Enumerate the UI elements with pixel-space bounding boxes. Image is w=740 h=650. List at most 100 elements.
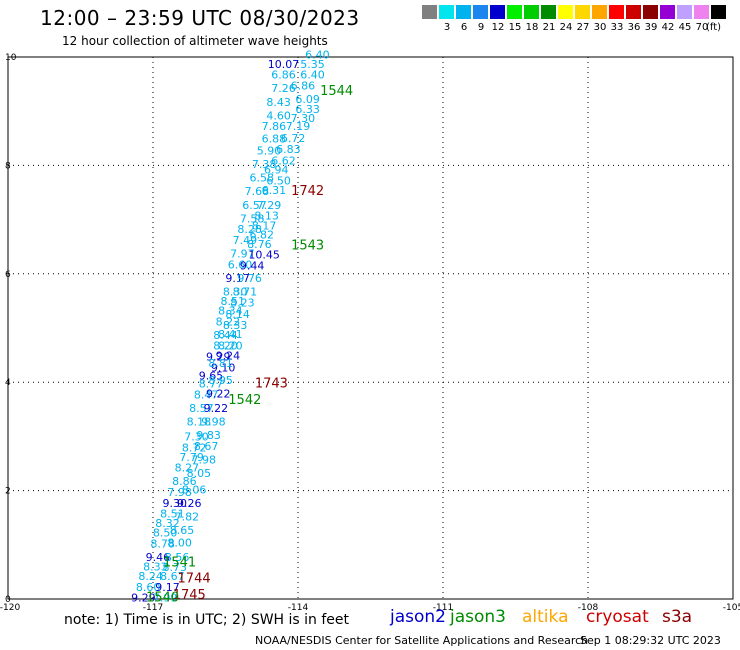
- wave-height-label: 7.29: [257, 199, 282, 212]
- wave-height-label: 8.06: [182, 483, 207, 496]
- wave-height-label: 6.50: [266, 174, 291, 187]
- wave-height-label: 8.14: [225, 308, 250, 321]
- satellite-legend-jason3: jason3: [450, 607, 506, 627]
- wave-height-label: 8.73: [163, 561, 188, 574]
- scale-swatch: [592, 5, 607, 19]
- wave-height-label: 7.98: [167, 486, 192, 499]
- wave-height-label: 6.82: [250, 229, 275, 242]
- wave-height-label: 9.76: [237, 272, 262, 285]
- scale-swatch: [558, 5, 573, 19]
- wave-height-label: 9.17: [155, 581, 180, 594]
- scale-label: 27: [576, 22, 590, 33]
- satellite-legend-cryosat: cryosat: [586, 607, 649, 627]
- wave-height-label: 7.30: [184, 431, 209, 444]
- wave-height-label: 8.56: [165, 551, 190, 564]
- scale-swatch: [609, 5, 624, 19]
- scale-swatch: [473, 5, 488, 19]
- y-tick-label: 6: [5, 270, 11, 280]
- wave-height-label: 6.62: [271, 154, 296, 167]
- scale-swatch: [541, 5, 556, 19]
- scale-swatch: [456, 5, 471, 19]
- scale-label: 15: [508, 22, 522, 33]
- wave-height-label: 7.82: [175, 510, 200, 523]
- scale-swatch: [711, 5, 726, 19]
- wave-height-label: 8.43: [266, 96, 291, 109]
- wave-height-label: 9.10: [211, 361, 236, 374]
- scale-label: 30: [593, 22, 607, 33]
- pass-time-label: 1744: [178, 572, 211, 587]
- scale-swatch: [439, 5, 454, 19]
- wave-height-label: 8.78: [150, 538, 175, 551]
- wave-height-label: 8.76: [247, 238, 272, 251]
- wave-height-label: 8.57: [189, 402, 214, 415]
- x-tick-label: -114: [288, 603, 309, 613]
- credit-line: NOAA/NESDIS Center for Satellite Applica…: [255, 634, 589, 647]
- wave-height-label: 8.72: [182, 442, 207, 455]
- wave-height-label: 8.18: [187, 416, 212, 429]
- scale-label: 12: [491, 22, 505, 33]
- wave-height-label: 6.83: [276, 143, 301, 156]
- wave-height-label: 7.38: [252, 158, 277, 171]
- pass-time-label: 1543: [291, 238, 324, 253]
- wave-height-label: 7.19: [286, 120, 311, 133]
- wave-height-label: 8.41: [218, 328, 243, 341]
- wave-height-label: 8.05: [187, 467, 212, 480]
- wave-height-label: 8.33: [143, 560, 168, 573]
- wave-height-label: 8.50: [153, 527, 178, 540]
- wave-height-label: 8.24: [138, 570, 163, 583]
- wave-height-label: 6.40: [305, 49, 330, 62]
- wave-height-label: 6.86: [291, 80, 316, 93]
- pass-time-label: 1544: [320, 84, 353, 99]
- wave-height-label: 8.51: [160, 508, 185, 521]
- pass-time-label: 1541: [163, 555, 196, 570]
- wave-height-label: 9.30: [163, 497, 188, 510]
- wave-height-label: 9.29: [131, 592, 156, 605]
- wave-height-label: 9.65: [199, 369, 224, 382]
- wave-height-label: 6.58: [250, 172, 275, 185]
- scale-label: 45: [678, 22, 692, 33]
- y-tick-label: 2: [5, 487, 11, 497]
- x-tick-label: -108: [578, 603, 599, 613]
- footer-note: note: 1) Time is in UTC; 2) SWH is in fe…: [64, 612, 350, 628]
- wave-height-label: 8.67: [194, 440, 219, 453]
- x-tick-label: -111: [433, 603, 453, 613]
- wave-height-label: 8.67: [160, 570, 185, 583]
- wave-height-label: 7.49: [233, 234, 258, 247]
- scale-swatch: [575, 5, 590, 19]
- timestamp: Sep 1 08:29:32 UTC 2023: [580, 634, 721, 647]
- wave-height-label: 8.13: [254, 210, 279, 223]
- wave-height-label: 5.90: [257, 145, 282, 158]
- scale-swatch: [490, 5, 505, 19]
- satellite-legend-jason2: jason2: [390, 607, 446, 627]
- satellite-legend-s3a: s3a: [662, 607, 693, 627]
- pass-time-label: 1540: [146, 591, 179, 606]
- scale-swatch: [422, 5, 437, 19]
- pass-time-label: 1742: [291, 184, 324, 199]
- wave-height-label: 7.98: [192, 454, 217, 467]
- wave-height-label: 8.81: [208, 357, 233, 370]
- wave-height-label: 8.86: [172, 475, 197, 488]
- scale-label: 33: [610, 22, 624, 33]
- y-tick-label: 10: [5, 53, 17, 63]
- x-tick-label: -105: [723, 603, 740, 613]
- wave-height-label: 8.30: [223, 285, 248, 298]
- wave-height-label: 8.95: [208, 374, 233, 387]
- wave-height-label: 8.60: [136, 581, 161, 594]
- wave-height-label: 6.31: [262, 184, 287, 197]
- wave-height-label: 8.65: [170, 524, 195, 537]
- wave-height-label: 6.40: [300, 69, 325, 82]
- wave-height-label: 7.68: [245, 185, 270, 198]
- scale-swatch: [643, 5, 658, 19]
- scale-swatch: [626, 5, 641, 19]
- wave-height-label: 6.88: [262, 133, 287, 146]
- wave-height-label: 9.83: [196, 429, 221, 442]
- map-frame: [7, 56, 734, 600]
- wave-height-label: 9.26: [177, 497, 202, 510]
- wave-height-label: 8.20: [213, 340, 238, 353]
- wave-height-label: 10.45: [248, 249, 280, 262]
- wave-height-label: 9.46: [146, 551, 171, 564]
- wave-height-label: 8.00: [167, 536, 192, 549]
- scale-label: 70: [695, 22, 709, 33]
- scale-label: 9: [477, 22, 485, 33]
